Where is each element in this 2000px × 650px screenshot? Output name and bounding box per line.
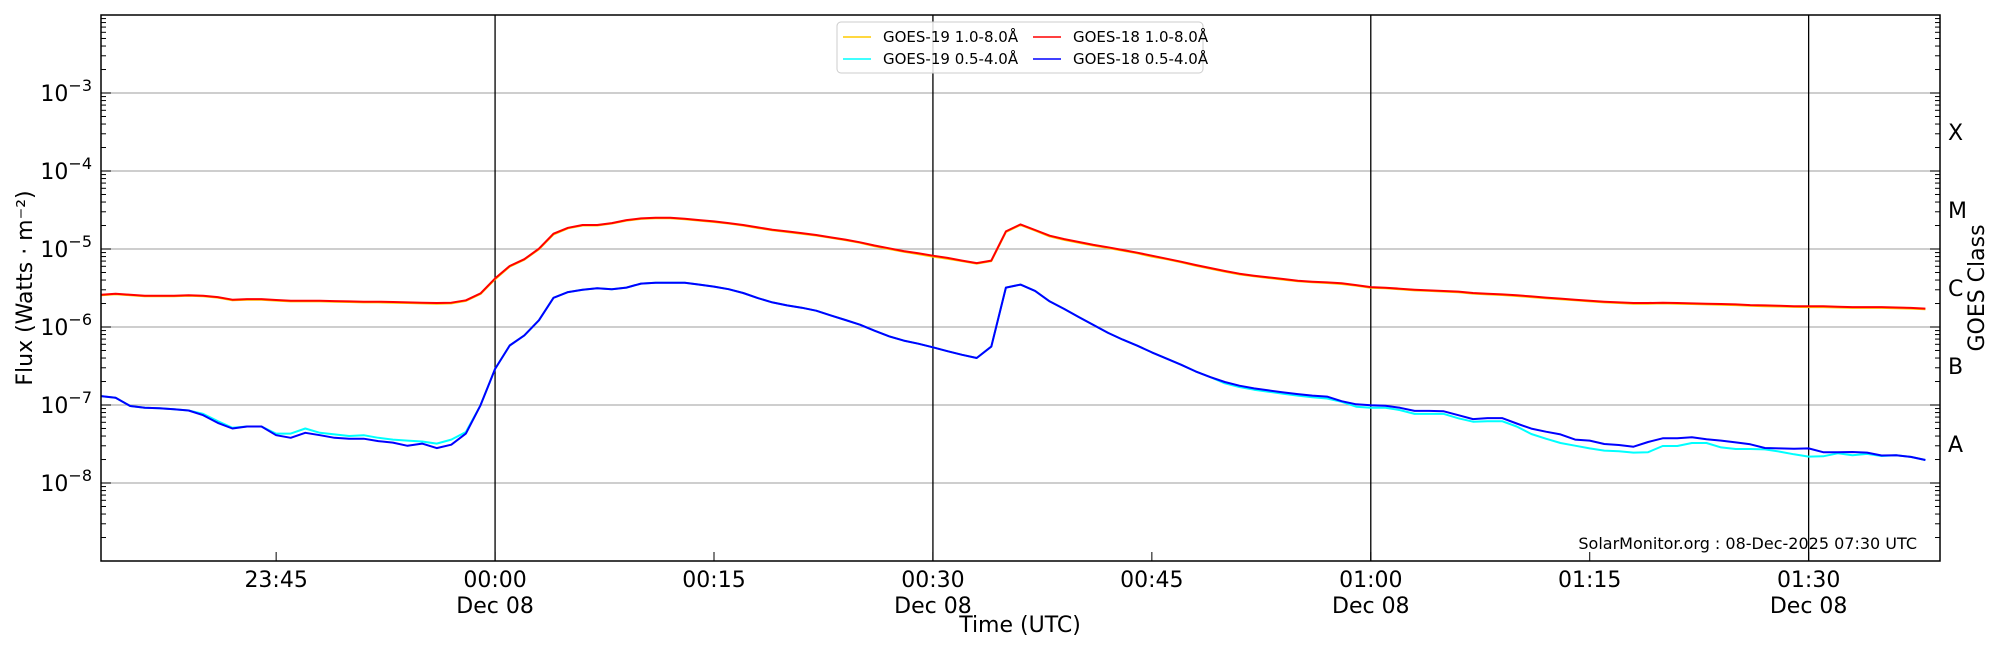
series-line-3 (100, 281, 1926, 461)
legend-label: GOES-18 0.5-4.0Å (1073, 49, 1209, 68)
y-tick-base: 10 (40, 472, 68, 497)
x-axis-label: Time (UTC) (958, 613, 1081, 638)
x-tick-label: 23:45 (244, 568, 307, 593)
day-markers (494, 15, 1810, 561)
x-tick-label: 00:15 (682, 568, 745, 593)
x-tick-date-label: Dec 08 (894, 594, 972, 619)
y-tick-exponent: −5 (68, 232, 92, 251)
goes-class-label: A (1948, 433, 1963, 458)
series-line-1 (100, 216, 1926, 310)
x-tick-label: 00:30 (901, 568, 964, 593)
y-tick-exponent: −3 (68, 76, 92, 95)
axis-ticks (101, 18, 1940, 562)
x-tick-date-label: Dec 08 (1770, 594, 1848, 619)
y-tick-label: 10−8 (40, 466, 92, 497)
legend-box (836, 21, 1204, 74)
y-tick-exponent: −7 (68, 388, 92, 407)
goes-class-label: C (1948, 277, 1963, 302)
y-tick-label: 10−4 (40, 154, 92, 185)
plot-frame (100, 14, 1941, 562)
legend-item[interactable]: GOES-18 1.0-8.0Å (1033, 27, 1209, 46)
x-tick-label: 01:30 (1777, 568, 1840, 593)
legend-label: GOES-19 0.5-4.0Å (883, 49, 1019, 68)
y-tick-base: 10 (40, 160, 68, 185)
series-line-0 (100, 217, 1926, 311)
legend-label: GOES-18 1.0-8.0Å (1073, 27, 1209, 46)
y-tick-labels: 10−310−410−510−610−710−8 (40, 76, 92, 497)
goes-class-label: M (1948, 199, 1967, 224)
legend-item[interactable]: GOES-19 0.5-4.0Å (843, 49, 1019, 68)
y-tick-base: 10 (40, 394, 68, 419)
x-tick-label: 01:00 (1339, 568, 1402, 593)
y-tick-base: 10 (40, 82, 68, 107)
y-tick-exponent: −6 (68, 310, 92, 329)
gridlines (101, 92, 1940, 484)
legend-label: GOES-19 1.0-8.0Å (883, 27, 1019, 46)
legend[interactable]: GOES-19 1.0-8.0Å GOES-19 0.5-4.0Å GOES-18 … (836, 21, 1209, 74)
legend-item[interactable]: GOES-18 0.5-4.0Å (1033, 49, 1209, 68)
x-tick-label: 00:00 (463, 568, 526, 593)
y-tick-label: 10−3 (40, 76, 92, 107)
x-tick-date-label: Dec 08 (1332, 594, 1410, 619)
y-tick-label: 10−7 (40, 388, 92, 419)
goes-class-label: X (1948, 121, 1963, 146)
watermark-annotation: SolarMonitor.org : 08-Dec-2025 07:30 UTC (1578, 534, 1917, 553)
y-tick-label: 10−6 (40, 310, 92, 341)
x-tick-date-label: Dec 08 (456, 594, 534, 619)
y-tick-exponent: −4 (68, 154, 92, 173)
x-tick-label: 00:45 (1120, 568, 1183, 593)
x-tick-label: 01:15 (1558, 568, 1621, 593)
legend-item[interactable]: GOES-19 1.0-8.0Å (843, 27, 1019, 46)
series-lines (100, 216, 1926, 461)
y-axis-label: Flux (Watts · m⁻²) (13, 190, 38, 385)
goes-class-labels: X M C B A (1948, 121, 1967, 458)
series-line-2 (100, 281, 1926, 461)
y2-axis-label: GOES Class (1965, 224, 1990, 351)
y-tick-label: 10−5 (40, 232, 92, 263)
goes-class-label: B (1948, 355, 1963, 380)
y-tick-exponent: −8 (68, 466, 92, 485)
y-tick-base: 10 (40, 238, 68, 263)
y-tick-base: 10 (40, 316, 68, 341)
